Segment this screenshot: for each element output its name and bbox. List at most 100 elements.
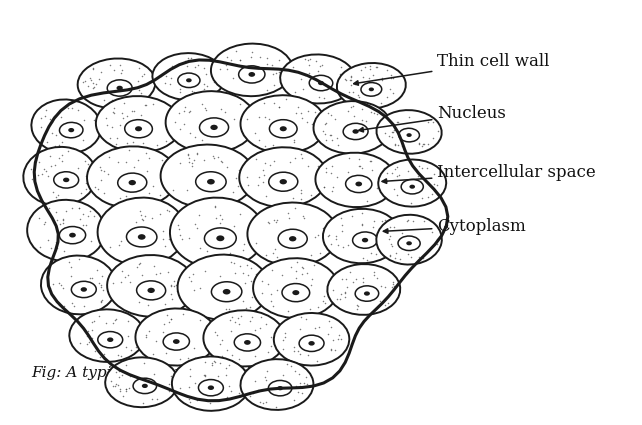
Circle shape	[81, 287, 87, 292]
Point	[85, 76, 96, 83]
Point	[261, 376, 272, 383]
Point	[52, 217, 62, 224]
Ellipse shape	[152, 53, 225, 100]
Point	[275, 72, 286, 79]
Point	[159, 320, 169, 327]
Point	[184, 109, 194, 116]
Point	[116, 238, 126, 244]
Point	[51, 193, 61, 200]
Point	[295, 326, 306, 332]
Point	[227, 313, 237, 320]
Point	[114, 386, 125, 393]
Point	[397, 142, 408, 149]
Point	[87, 319, 97, 326]
Point	[195, 245, 205, 252]
Point	[372, 184, 382, 191]
Point	[31, 156, 41, 163]
Ellipse shape	[309, 75, 333, 91]
Point	[199, 86, 209, 93]
Circle shape	[352, 129, 359, 134]
Point	[205, 67, 216, 74]
Point	[91, 80, 101, 87]
Point	[369, 272, 379, 279]
Point	[213, 153, 223, 160]
Point	[108, 382, 119, 389]
Point	[41, 107, 51, 113]
Point	[309, 234, 320, 241]
Point	[85, 274, 95, 281]
Point	[268, 71, 279, 77]
Point	[185, 366, 195, 373]
Point	[290, 155, 300, 162]
Point	[189, 355, 200, 362]
Point	[333, 331, 343, 338]
Point	[278, 346, 288, 352]
Point	[301, 315, 311, 322]
Point	[393, 119, 403, 126]
Point	[128, 164, 139, 170]
Point	[134, 78, 144, 85]
Point	[115, 122, 125, 128]
Point	[109, 105, 119, 111]
Point	[333, 79, 343, 85]
Circle shape	[128, 180, 136, 185]
Point	[135, 259, 146, 266]
Point	[66, 264, 76, 271]
Ellipse shape	[200, 118, 229, 137]
Point	[379, 248, 389, 255]
Point	[210, 194, 220, 201]
Point	[159, 69, 169, 76]
Point	[175, 125, 185, 132]
Point	[26, 166, 36, 173]
Point	[392, 119, 402, 125]
Point	[216, 159, 227, 165]
Point	[367, 108, 377, 115]
Point	[371, 251, 381, 258]
Point	[187, 160, 197, 167]
Point	[261, 320, 271, 327]
Point	[214, 66, 225, 73]
Point	[357, 105, 367, 112]
Point	[268, 65, 278, 72]
Point	[366, 249, 376, 256]
Point	[242, 120, 252, 127]
Point	[376, 179, 386, 186]
Point	[427, 228, 437, 235]
Point	[270, 246, 280, 252]
Point	[299, 380, 309, 386]
Point	[83, 83, 94, 90]
Point	[192, 150, 202, 156]
Ellipse shape	[352, 232, 377, 248]
Point	[246, 264, 256, 271]
Point	[178, 311, 188, 318]
Point	[429, 180, 439, 187]
Point	[58, 219, 69, 226]
Point	[140, 102, 150, 109]
Point	[388, 75, 398, 82]
Point	[326, 346, 336, 353]
Point	[296, 110, 306, 116]
Point	[184, 384, 194, 391]
Point	[310, 109, 320, 116]
Point	[60, 208, 71, 215]
Point	[148, 253, 158, 260]
Point	[101, 320, 112, 326]
Point	[419, 255, 429, 261]
Ellipse shape	[133, 378, 157, 394]
Point	[428, 134, 438, 141]
Point	[207, 333, 217, 340]
Circle shape	[186, 78, 192, 82]
Point	[121, 388, 131, 395]
Point	[48, 189, 58, 196]
Point	[251, 271, 261, 278]
Point	[257, 277, 267, 284]
Point	[347, 279, 358, 286]
Point	[137, 272, 148, 279]
Point	[320, 120, 330, 127]
Point	[403, 216, 413, 223]
Point	[224, 306, 234, 313]
Point	[302, 163, 313, 170]
Point	[345, 268, 356, 275]
Point	[149, 263, 159, 269]
Point	[83, 161, 93, 167]
